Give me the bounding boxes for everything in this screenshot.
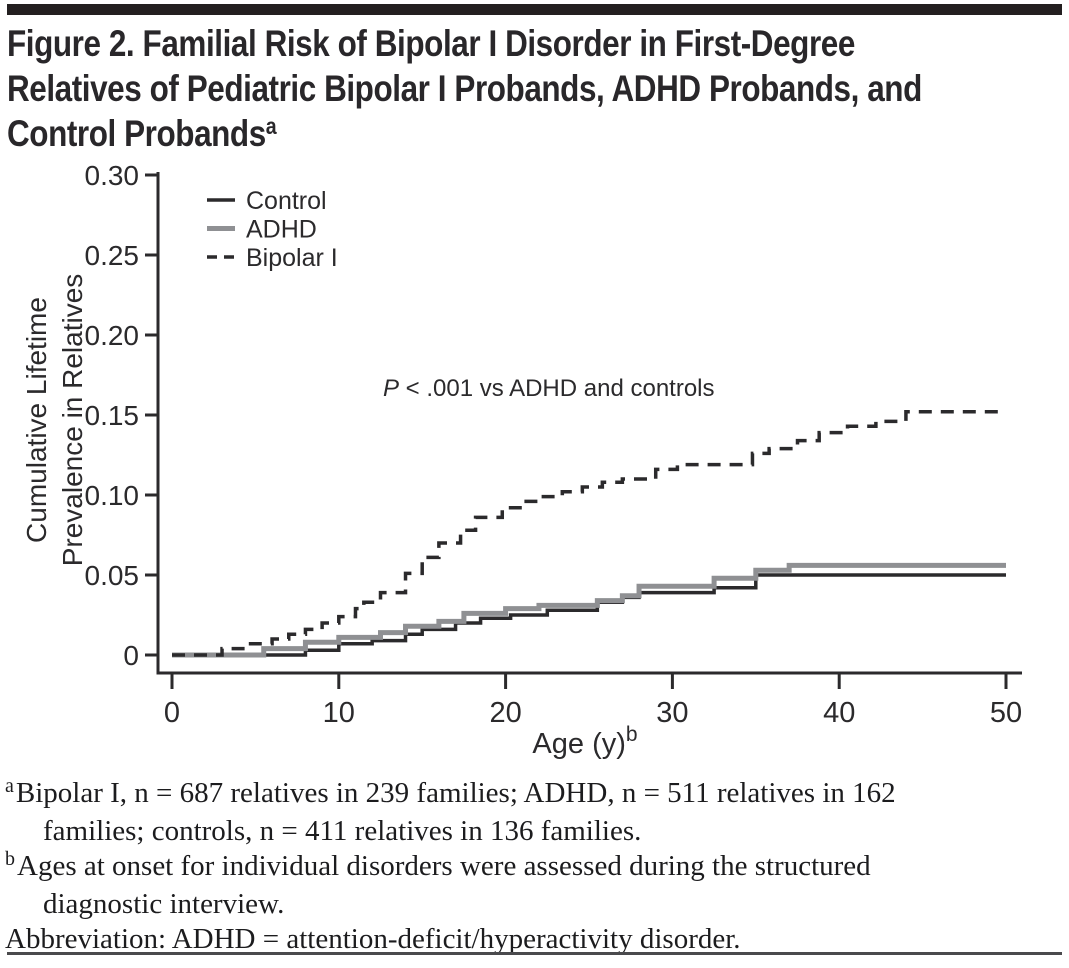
- y-tick-label: 0.10: [85, 480, 140, 511]
- footnote-a-line-1: Bipolar I, n = 687 relatives in 239 fami…: [15, 777, 896, 809]
- x-axis-title: Age (y)b: [532, 723, 637, 760]
- x-tick-label: 20: [489, 697, 521, 729]
- footnote-b: bAges at onset for individual disorders …: [5, 848, 1061, 922]
- chart-area: 0 0.05 0.10 0.15 0.20 0.25 0.30 0 10 20 30 40 50 Cont…: [21, 160, 1022, 760]
- prevalence-chart: 0 0.05 0.10 0.15 0.20 0.25 0.30 0 10 20 30 40 50 Cont…: [21, 160, 1022, 760]
- p-value-annotation: P < .001 vs ADHD and controls: [383, 375, 715, 402]
- y-axis-title-line-1: Cumulative Lifetime: [21, 297, 52, 543]
- y-tick-label: 0.05: [85, 560, 140, 591]
- footnote-a-marker: a: [5, 775, 14, 797]
- abbreviation-line: Abbreviation: ADHD = attention-deficit/h…: [5, 923, 741, 955]
- bottom-rule: [7, 952, 1062, 955]
- y-tick-label: 0: [123, 640, 139, 671]
- footnote-a-line-2: families; controls, n = 411 relatives in…: [43, 815, 642, 847]
- series-control: [172, 573, 1006, 657]
- axes: [156, 172, 1022, 675]
- footnote-b-line-2: diagnostic interview.: [43, 888, 285, 920]
- figure-title-superscript: a: [265, 113, 277, 139]
- x-tick-label: 50: [990, 697, 1022, 729]
- y-tick-label: 0.25: [85, 240, 140, 271]
- footnotes: aBipolar I, n = 687 relatives in 239 fam…: [5, 775, 1061, 957]
- x-tick-label: 0: [164, 697, 180, 729]
- x-tick-label: 30: [656, 697, 688, 729]
- footnote-a: aBipolar I, n = 687 relatives in 239 fam…: [5, 775, 1061, 849]
- series-adhd: [172, 562, 1006, 658]
- legend-label-bipolar-i: Bipolar I: [246, 244, 338, 272]
- x-tick-label: 10: [323, 697, 355, 729]
- figure-title-line-2: Relatives of Pediatric Bipolar I Proband…: [7, 68, 922, 109]
- y-tick-label: 0.15: [85, 400, 140, 431]
- footnote-b-marker: b: [5, 848, 15, 870]
- footnote-b-line-1: Ages at onset for individual disorders w…: [17, 850, 871, 882]
- figure-title-line-1: Figure 2. Familial Risk of Bipolar I Dis…: [7, 23, 855, 64]
- top-rule: [7, 4, 1062, 15]
- y-axis-title-line-2: Prevalence in Relatives: [57, 274, 88, 567]
- series-bipolar-i: [172, 410, 1006, 657]
- figure-title-line-3: Control Probands: [7, 113, 266, 154]
- figure-title: Figure 2. Familial Risk of Bipolar I Dis…: [7, 21, 1061, 161]
- legend-label-adhd: ADHD: [246, 216, 317, 244]
- y-tick-label: 0.30: [85, 160, 140, 191]
- y-tick-label: 0.20: [85, 320, 140, 351]
- x-tick-label: 40: [823, 697, 855, 729]
- legend-label-control: Control: [246, 187, 327, 215]
